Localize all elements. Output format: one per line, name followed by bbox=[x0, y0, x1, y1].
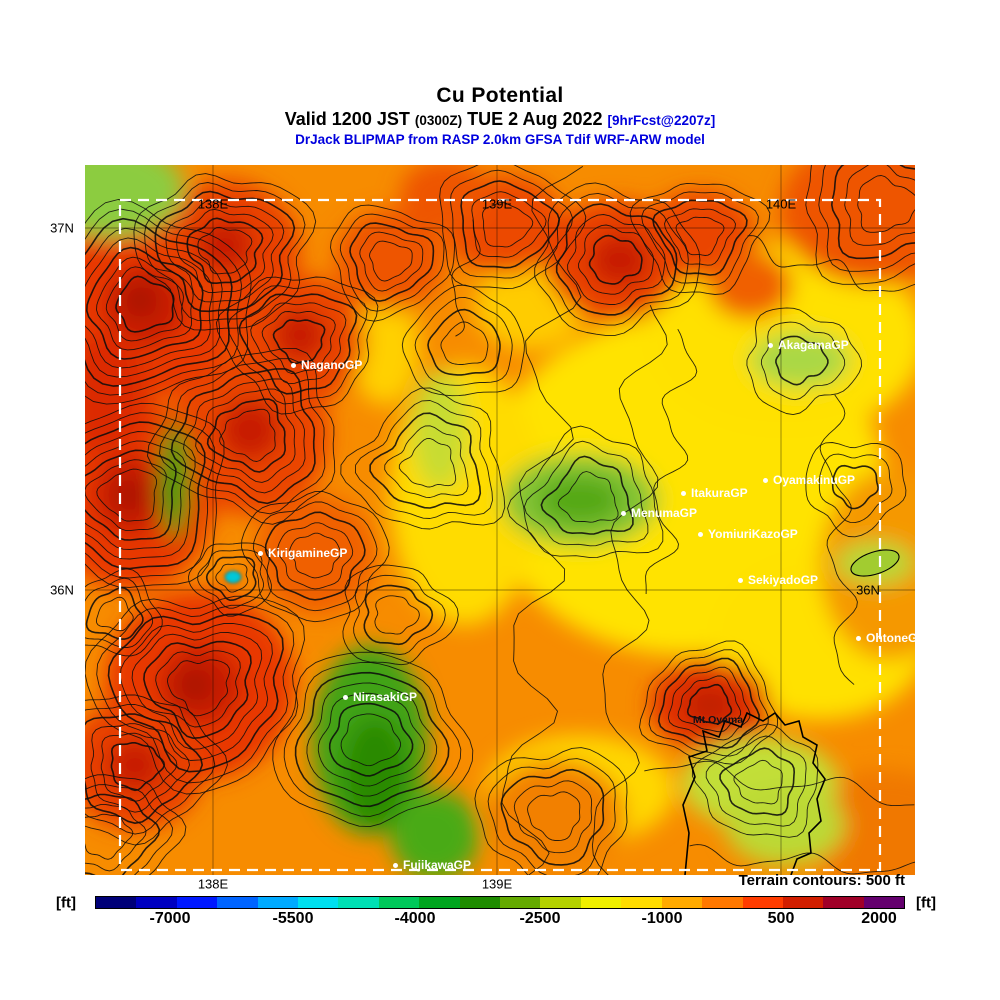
site-marker: OhtoneGP bbox=[856, 631, 915, 645]
scale-label: -7000 bbox=[149, 910, 191, 927]
site-marker: NaganoGP bbox=[291, 358, 362, 372]
site-marker: FujikawaGP bbox=[393, 858, 471, 872]
scale-label: -1000 bbox=[641, 910, 683, 927]
colorbar-segment bbox=[217, 897, 258, 908]
site-dot-icon bbox=[343, 694, 348, 700]
scale-label: -2500 bbox=[519, 910, 561, 927]
valid-prefix: Valid 1200 JST bbox=[284, 109, 415, 129]
site-label: SekiyadoGP bbox=[748, 573, 819, 587]
site-label: YomiuriKazoGP bbox=[708, 527, 798, 541]
valid-zulu-time: (0300Z) bbox=[414, 113, 463, 128]
terrain-potential-graphic bbox=[85, 165, 915, 875]
site-dot-icon bbox=[768, 342, 773, 348]
model-attribution-line: DrJack BLIPMAP from RASP 2.0km GFSA Tdif… bbox=[295, 132, 705, 147]
site-marker: NirasakiGP bbox=[343, 690, 417, 704]
terrain-contours bbox=[85, 165, 915, 875]
site-label: OhtoneGP bbox=[866, 631, 915, 645]
site-label: OyamakinuGP bbox=[773, 473, 856, 487]
colorbar-segment bbox=[702, 897, 743, 908]
site-dot-icon bbox=[258, 550, 263, 556]
site-label: FujikawaGP bbox=[403, 858, 472, 872]
scale-label: 2000 bbox=[861, 910, 897, 927]
colorbar-segment bbox=[823, 897, 864, 908]
colorbar-segment bbox=[863, 897, 905, 908]
colorbar bbox=[95, 896, 905, 909]
colorbar-segment bbox=[136, 897, 177, 908]
graticule-label-top: 138E bbox=[197, 196, 229, 212]
graticule-label-bottom: 138E bbox=[197, 876, 229, 892]
graticule-label-top: 139E bbox=[481, 196, 513, 212]
site-label: ItakuraGP bbox=[691, 486, 748, 500]
colorbar-segment bbox=[419, 897, 460, 908]
site-dot-icon bbox=[681, 490, 686, 496]
colorbar-segment bbox=[540, 897, 581, 908]
colorbar-unit-right: [ft] bbox=[916, 894, 936, 912]
colorbar-segment bbox=[661, 897, 703, 908]
page-title: Cu Potential bbox=[436, 84, 564, 107]
graticule-label-left: 37N bbox=[50, 220, 74, 236]
mountain-annotation: Mt.Oyama bbox=[692, 714, 744, 726]
colorbar-segment bbox=[742, 897, 783, 908]
site-marker: ItakuraGP bbox=[681, 486, 748, 500]
site-dot-icon bbox=[763, 477, 768, 483]
site-dot-icon bbox=[621, 510, 626, 516]
title-block: Cu Potential Valid 1200 JST (0300Z) TUE … bbox=[0, 84, 1000, 147]
colorbar-segment bbox=[782, 897, 824, 908]
scale-label: -4000 bbox=[394, 910, 436, 927]
site-marker: OyamakinuGP bbox=[763, 473, 855, 487]
valid-time-line: Valid 1200 JST (0300Z) TUE 2 Aug 2022 [9… bbox=[0, 109, 1000, 130]
site-marker: MenumaGP bbox=[621, 506, 697, 520]
graticule-label-left: 36N bbox=[50, 582, 74, 598]
graticule-lines bbox=[85, 165, 915, 875]
scale-label: -5500 bbox=[272, 910, 314, 927]
colorbar-segment bbox=[378, 897, 420, 908]
colorbar-segment bbox=[621, 897, 662, 908]
site-label: NaganoGP bbox=[301, 358, 363, 372]
site-marker: SekiyadoGP bbox=[738, 573, 818, 587]
colorbar-segment bbox=[459, 897, 501, 908]
coastline-tokyo-bay bbox=[682, 711, 826, 875]
lake-kasumigaura bbox=[850, 549, 900, 577]
site-marker: AkagamaGP bbox=[768, 338, 849, 352]
colorbar-segment bbox=[96, 897, 137, 908]
site-label: AkagamaGP bbox=[778, 338, 849, 352]
colorbar-segment bbox=[298, 897, 339, 908]
site-dot-icon bbox=[291, 362, 296, 368]
site-dot-icon bbox=[393, 862, 398, 868]
site-marker: YomiuriKazoGP bbox=[698, 527, 798, 541]
colorbar-segment bbox=[500, 897, 541, 908]
graticule-label-top: 140E bbox=[765, 196, 797, 212]
site-label: NirasakiGP bbox=[353, 690, 418, 704]
graticule-label-right: 36N bbox=[856, 582, 880, 598]
colorbar-segment bbox=[176, 897, 218, 908]
colorbar-unit-left: [ft] bbox=[56, 894, 76, 912]
forecast-cycle-tag: [9hrFcst@2207z] bbox=[607, 113, 716, 128]
model-domain-frame bbox=[118, 198, 882, 872]
terrain-contours-note: Terrain contours: 500 ft bbox=[738, 872, 905, 889]
colorbar-segment bbox=[580, 897, 622, 908]
site-label: MenumaGP bbox=[631, 506, 698, 520]
scale-label: 500 bbox=[767, 910, 795, 927]
site-dot-icon bbox=[698, 531, 703, 537]
graticule-label-bottom: 139E bbox=[481, 876, 513, 892]
site-dot-icon bbox=[856, 635, 861, 641]
colorbar-segment bbox=[338, 897, 379, 908]
map-canvas: NaganoGP AkagamaGP OyamakinuGP ItakuraGP Men… bbox=[85, 165, 915, 875]
site-dot-icon bbox=[738, 577, 743, 583]
colorbar-segment bbox=[257, 897, 299, 908]
lake-suwa-spot bbox=[224, 570, 242, 584]
site-marker: KirigamineGP bbox=[258, 546, 347, 560]
valid-date: TUE 2 Aug 2022 bbox=[462, 109, 608, 129]
site-label: KirigamineGP bbox=[268, 546, 348, 560]
